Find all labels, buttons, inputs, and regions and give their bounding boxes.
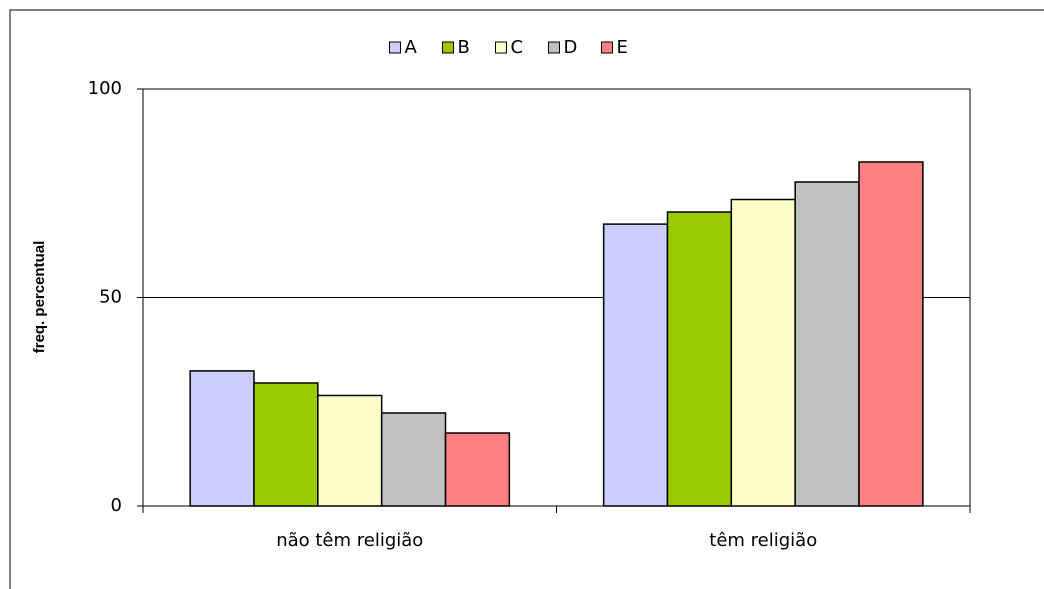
legend-swatch xyxy=(442,41,454,54)
bar xyxy=(602,223,669,507)
y-tick-label: 100 xyxy=(88,78,122,99)
legend-label: C xyxy=(511,37,524,58)
legend-label: B xyxy=(458,37,470,58)
bar xyxy=(444,432,511,507)
legend-swatch xyxy=(389,41,401,54)
bar xyxy=(858,161,924,507)
y-axis-label: freq. percentual xyxy=(31,241,48,354)
bar xyxy=(317,394,383,507)
bar xyxy=(730,198,796,507)
legend-swatch xyxy=(548,41,560,54)
y-tick-label: 50 xyxy=(99,287,122,308)
bar xyxy=(380,412,447,507)
legend-label: D xyxy=(564,37,578,58)
bar xyxy=(666,211,733,507)
legend-swatch xyxy=(495,41,507,54)
x-tick-label: têm religião xyxy=(709,530,817,551)
bar xyxy=(189,370,255,507)
y-tick-label: 0 xyxy=(111,495,122,516)
x-tick-label: não têm religião xyxy=(276,530,423,551)
legend-label: A xyxy=(405,37,418,58)
legend-swatch xyxy=(601,41,613,54)
bar xyxy=(253,382,319,507)
bar xyxy=(794,181,860,507)
legend-label: E xyxy=(617,37,628,58)
